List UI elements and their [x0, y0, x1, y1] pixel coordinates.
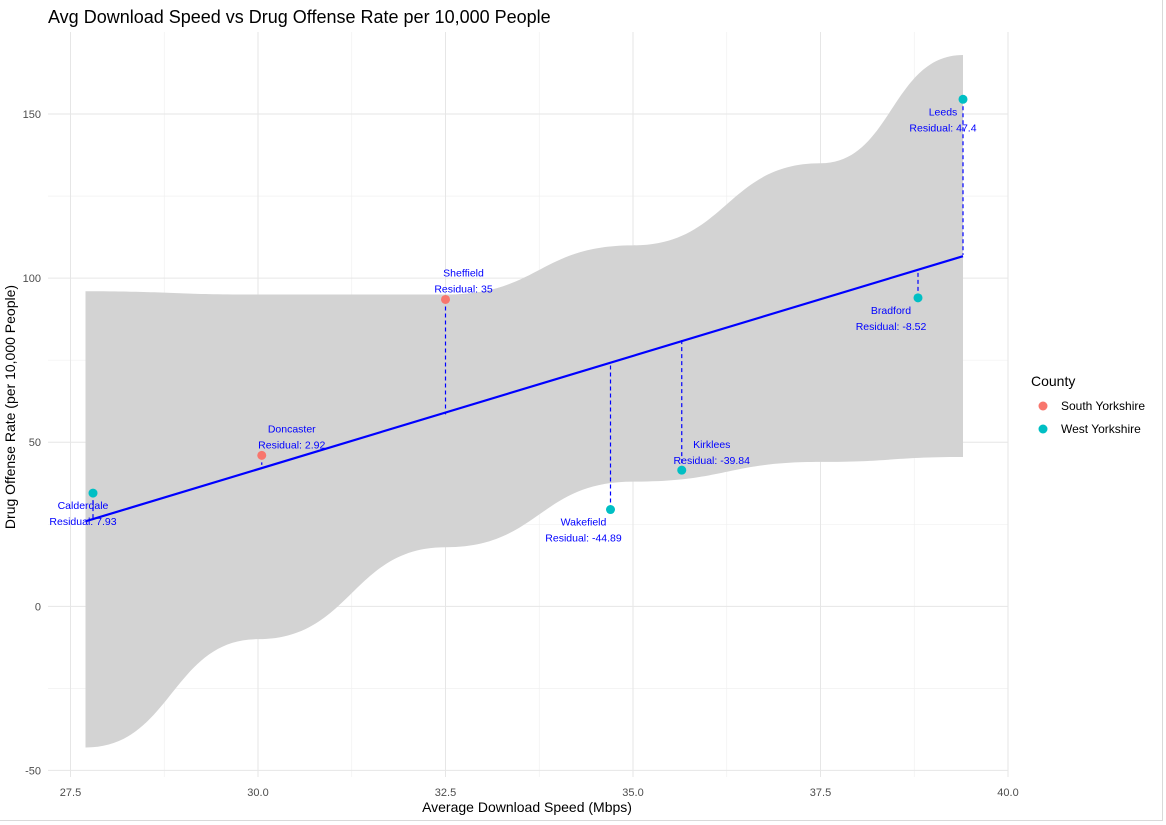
point-label-calderdale: Calderdale: [58, 500, 109, 512]
y-tick-label: 0: [35, 601, 41, 613]
legend-key-south-yorkshire: [1038, 401, 1048, 411]
point-sheffield: [441, 294, 450, 304]
residual-label-wakefield: Residual: -44.89: [545, 533, 622, 545]
x-axis-title: Average Download Speed (Mbps): [422, 799, 632, 815]
point-bradford: [913, 293, 923, 303]
x-tick-label: 40.0: [997, 787, 1018, 799]
x-axis-ticks: 27.5 30.0 32.5 35.0 37.5 40.0: [60, 787, 1019, 799]
point-labels: Calderdale Residual: 7.93 Doncaster Residua…: [49, 106, 976, 544]
x-tick-label: 35.0: [622, 787, 643, 799]
confidence-band: [85, 54, 963, 748]
point-label-kirklees: Kirklees: [693, 439, 730, 451]
residual-label-bradford: Residual: -8.52: [856, 321, 927, 333]
residual-label-leeds: Residual: 47.4: [909, 122, 976, 134]
legend-title: County: [1031, 373, 1075, 389]
x-tick-label: 32.5: [435, 787, 456, 799]
residual-lines: [92, 99, 964, 520]
residual-label-sheffield: Residual: 35: [434, 283, 493, 295]
data-points: [88, 94, 968, 515]
legend: County South Yorkshire West Yorkshire: [1031, 373, 1145, 436]
point-label-bradford: Bradford: [871, 305, 911, 317]
point-label-sheffield: Sheffield: [443, 267, 484, 279]
point-calderdale: [88, 488, 98, 498]
residual-label-kirklees: Residual: -39.84: [674, 455, 751, 467]
x-tick-label: 27.5: [60, 787, 81, 799]
x-tick-label: 30.0: [247, 787, 268, 799]
regression-line: [85, 255, 964, 523]
point-label-doncaster: Doncaster: [268, 423, 316, 435]
y-tick-label: -50: [25, 765, 41, 777]
y-tick-label: 150: [23, 109, 41, 121]
x-tick-label: 37.5: [810, 787, 831, 799]
point-label-wakefield: Wakefield: [561, 517, 607, 529]
residual-label-calderdale: Residual: 7.93: [49, 516, 116, 528]
regression-line-path: [85, 255, 964, 523]
legend-label-west-yorkshire: West Yorkshire: [1061, 422, 1141, 436]
point-kirklees: [677, 465, 687, 475]
point-doncaster: [257, 450, 267, 460]
point-label-leeds: Leeds: [929, 106, 958, 118]
y-axis-ticks: -50 0 50 100 150: [23, 109, 41, 777]
residual-label-doncaster: Residual: 2.92: [258, 439, 325, 451]
legend-label-south-yorkshire: South Yorkshire: [1061, 399, 1145, 413]
y-tick-label: 100: [23, 273, 41, 285]
legend-key-west-yorkshire: [1038, 424, 1048, 434]
confidence-band-area: [85, 54, 963, 748]
point-wakefield: [606, 505, 615, 515]
point-leeds: [958, 94, 968, 104]
y-axis-title: Drug Offense Rate (per 10,000 People): [2, 285, 18, 529]
chart-title: Avg Download Speed vs Drug Offense Rate …: [48, 7, 551, 27]
y-tick-label: 50: [29, 437, 41, 449]
